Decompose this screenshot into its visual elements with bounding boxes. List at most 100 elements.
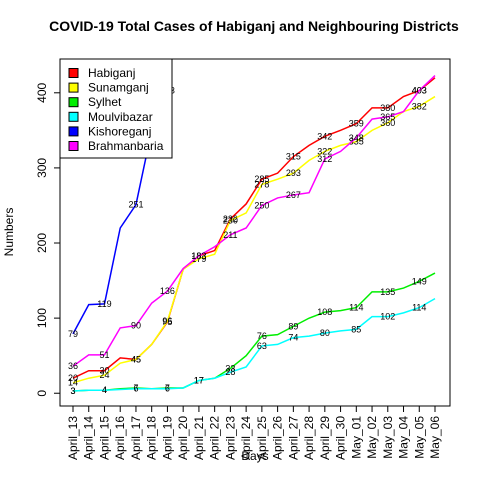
data-label: 251 [128, 200, 143, 210]
x-tick-label: May_01 [349, 416, 363, 459]
y-axis-label: Numbers [2, 208, 16, 257]
data-label: 80 [320, 328, 330, 338]
y-tick-label: 200 [35, 233, 49, 253]
data-label: 380 [380, 103, 395, 113]
x-tick-label: April_15 [97, 416, 111, 460]
data-label: 96 [162, 316, 172, 326]
data-label: 14 [68, 378, 78, 388]
legend-swatch [68, 111, 79, 122]
series-line [72, 297, 436, 392]
x-tick-label: May_03 [381, 416, 395, 459]
data-label: 6 [165, 384, 170, 394]
x-tick-label: April_17 [129, 416, 143, 460]
data-label: 382 [412, 101, 427, 111]
legend-swatch [68, 126, 79, 137]
legend-label: Habiganj [88, 66, 135, 80]
data-label: 135 [380, 287, 395, 297]
data-label: 74 [288, 333, 298, 343]
data-label: 108 [317, 307, 332, 317]
data-label: 3 [70, 386, 75, 396]
x-tick-label: April_30 [334, 416, 348, 460]
series-line [72, 272, 436, 392]
data-label: 114 [349, 303, 363, 313]
data-label: 17 [194, 375, 204, 385]
data-label: 365 [380, 112, 395, 122]
data-label: 285 [254, 174, 269, 184]
legend-swatch [68, 68, 79, 78]
data-label: 278 [254, 179, 269, 189]
data-label: 114 [412, 303, 426, 313]
data-label: 90 [131, 321, 141, 331]
x-tick-label: April_18 [145, 416, 159, 460]
x-tick-label: May_04 [397, 416, 411, 459]
data-label: 267 [286, 190, 301, 200]
x-tick-label: April_27 [286, 416, 300, 460]
data-label: 359 [349, 119, 364, 129]
legend-label: Kishoreganj [88, 124, 151, 138]
data-label: 312 [317, 154, 332, 164]
x-tick-label: April_16 [113, 416, 127, 460]
x-tick-label: April_24 [239, 416, 253, 460]
data-label: 149 [412, 276, 427, 286]
series-line [72, 74, 436, 367]
legend-box [59, 58, 173, 159]
data-label: 335 [349, 137, 364, 147]
x-tick-label: May_05 [412, 416, 426, 459]
x-tick-label: April_19 [160, 416, 174, 460]
y-tick-label: 300 [35, 158, 49, 178]
x-tick-label: May_06 [428, 416, 442, 459]
legend-swatch [68, 97, 79, 108]
data-label: 119 [97, 299, 111, 309]
data-label: 360 [380, 118, 395, 128]
data-label: 7 [133, 383, 138, 393]
data-label: 45 [131, 354, 141, 364]
data-label: 28 [225, 367, 235, 377]
x-tick-label: April_22 [208, 416, 222, 460]
x-axis-label: Days [241, 449, 268, 463]
data-label: 76 [257, 331, 267, 341]
data-label: 4 [102, 385, 107, 395]
x-tick-label: April_26 [271, 416, 285, 460]
data-label: 293 [286, 168, 301, 178]
legend-swatch [68, 141, 79, 151]
data-label: 33 [225, 363, 235, 373]
data-label: 36 [68, 361, 78, 371]
plot-area: 2030459518323228531534235938040314244596… [68, 74, 436, 396]
chart-title: COVID-19 Total Cases of Habiganj and Nei… [49, 18, 459, 34]
x-tick-label: April_29 [318, 416, 332, 460]
y-tick-label: 100 [35, 308, 49, 328]
x-tick-label: April_20 [176, 416, 190, 460]
data-label: 342 [317, 131, 332, 141]
legend-label: Moulvibazar [88, 110, 153, 124]
series-line [72, 77, 436, 379]
data-label: 30 [99, 366, 109, 376]
data-label: 179 [191, 254, 206, 264]
data-label: 322 [317, 146, 332, 156]
data-label: 24 [99, 370, 109, 380]
legend-label: Sylhet [88, 95, 122, 109]
data-label: 136 [160, 286, 175, 296]
data-label: 79 [68, 329, 78, 339]
data-label: 230 [223, 215, 238, 225]
data-label: 51 [99, 350, 109, 360]
x-tick-label: April_23 [223, 416, 237, 460]
data-label: 250 [254, 200, 269, 210]
legend-label: Sunamganj [88, 81, 149, 95]
y-tick-label: 0 [35, 390, 49, 397]
data-label: 403 [412, 86, 427, 96]
data-label: 89 [288, 321, 298, 331]
x-tick-label: May_02 [365, 416, 379, 459]
x-tick-label: April_14 [82, 416, 96, 460]
x-tick-label: April_28 [302, 416, 316, 460]
y-tick-label: 400 [35, 82, 49, 102]
x-tick-label: April_25 [255, 416, 269, 460]
legend-swatch [68, 82, 79, 93]
data-label: 85 [351, 324, 361, 334]
x-tick-label: April_13 [66, 416, 80, 460]
data-label: 232 [223, 214, 238, 224]
legend-label: Brahmanbaria [88, 139, 164, 153]
plot-frame [59, 58, 451, 407]
x-tick-label: April_21 [192, 416, 206, 460]
data-label: 63 [257, 341, 267, 351]
